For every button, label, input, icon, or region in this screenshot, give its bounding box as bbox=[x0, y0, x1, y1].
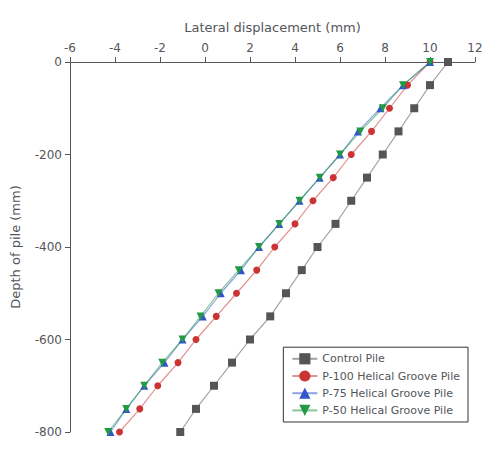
svg-text:P-100 Helical Groove Pile: P-100 Helical Groove Pile bbox=[322, 370, 460, 383]
svg-text:2: 2 bbox=[246, 41, 254, 55]
svg-text:-2: -2 bbox=[154, 41, 166, 55]
svg-text:0: 0 bbox=[54, 55, 62, 69]
svg-text:4: 4 bbox=[291, 41, 299, 55]
svg-text:P-75 Helical Groove Pile: P-75 Helical Groove Pile bbox=[322, 387, 453, 400]
svg-text:-200: -200 bbox=[35, 148, 62, 162]
svg-text:-400: -400 bbox=[35, 240, 62, 254]
svg-text:Depth of pile (mm): Depth of pile (mm) bbox=[8, 185, 23, 308]
svg-text:Lateral displacement (mm): Lateral displacement (mm) bbox=[184, 20, 361, 35]
svg-text:-800: -800 bbox=[35, 425, 62, 439]
svg-text:0: 0 bbox=[201, 41, 209, 55]
svg-text:6: 6 bbox=[336, 41, 344, 55]
svg-text:P-50 Helical Groove Pile: P-50 Helical Groove Pile bbox=[322, 404, 453, 417]
svg-text:12: 12 bbox=[467, 41, 482, 55]
svg-text:-4: -4 bbox=[109, 41, 121, 55]
svg-text:10: 10 bbox=[422, 41, 437, 55]
svg-text:Control Pile: Control Pile bbox=[322, 352, 385, 365]
svg-text:8: 8 bbox=[381, 41, 389, 55]
svg-text:-6: -6 bbox=[64, 41, 76, 55]
svg-text:-600: -600 bbox=[35, 333, 62, 347]
